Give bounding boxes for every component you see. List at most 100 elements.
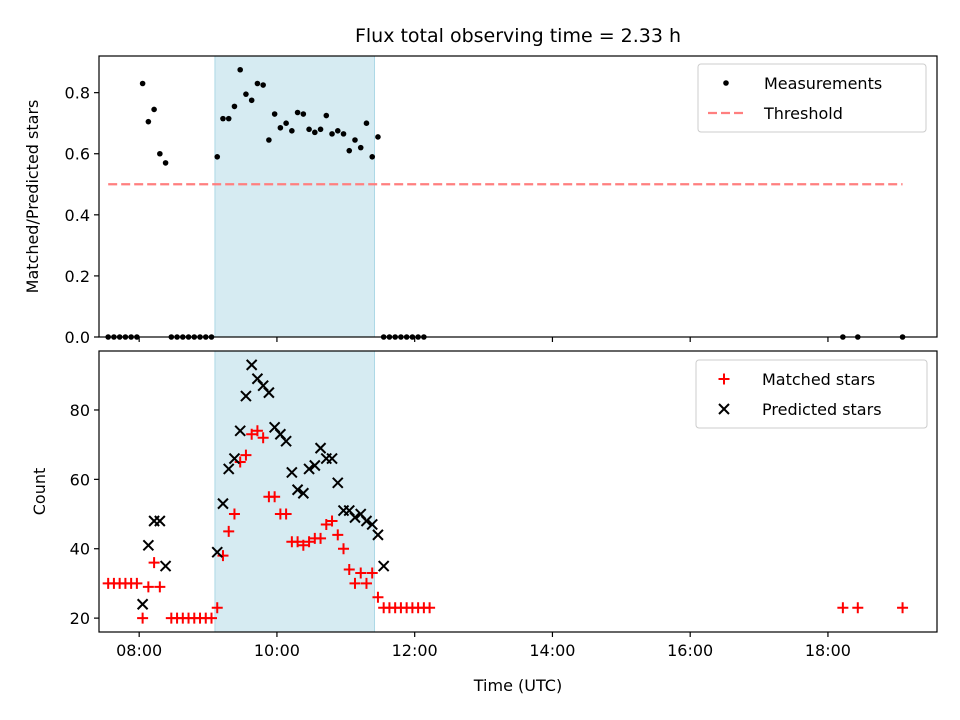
data-point (251, 425, 263, 437)
x-tick-label: 10:00 (254, 641, 300, 660)
y-tick-label: 80 (70, 401, 90, 420)
data-point (315, 532, 327, 544)
bottom-panel: 20 40 60 80 08:00 10:00 12:00 14:00 16:00 18:00 Co… (30, 350, 938, 660)
legend: Matched stars Predicted stars (695, 359, 928, 429)
data-point (424, 602, 436, 614)
data-point (306, 126, 312, 133)
data-point (142, 539, 155, 551)
top-panel: 0.0 0.2 0.4 0.6 0.8 Matched/Predicted stars Me… (23, 55, 938, 347)
data-point (334, 128, 341, 134)
data-point (231, 103, 238, 110)
data-point (214, 153, 221, 160)
data-point (211, 602, 223, 614)
data-point (332, 529, 344, 541)
series-matched-stars (102, 425, 909, 624)
data-point (340, 131, 347, 137)
data-point (317, 126, 324, 133)
data-point (369, 153, 376, 160)
data-point (283, 120, 289, 126)
x-axis-label: Time (UTC) (473, 676, 562, 695)
data-point (852, 602, 864, 614)
data-point (300, 111, 307, 117)
data-point (159, 560, 172, 572)
x-tick-label: 16:00 (667, 641, 713, 660)
data-point (139, 80, 146, 87)
data-point (320, 518, 332, 530)
data-point (312, 129, 318, 136)
data-point (137, 612, 149, 624)
data-point (360, 515, 373, 527)
data-point (294, 109, 301, 116)
data-point (289, 128, 295, 134)
y-tick-label: 0.0 (65, 328, 90, 347)
data-point (246, 428, 258, 440)
series-predicted-stars (136, 359, 390, 610)
data-point (366, 567, 378, 579)
y-tick-label: 0.6 (65, 145, 90, 164)
data-point (237, 66, 243, 73)
data-point (280, 508, 292, 520)
legend: Measurements Threshold (697, 63, 927, 133)
chart-title: Flux total observing time = 2.33 h (355, 25, 681, 47)
data-point (211, 546, 223, 558)
data-point (372, 529, 384, 541)
y-tick-label: 60 (70, 470, 90, 489)
data-point (240, 449, 252, 461)
data-point (332, 477, 344, 489)
data-point (286, 466, 298, 479)
y-axis-label: Matched/Predicted stars (23, 100, 42, 294)
data-point (326, 515, 338, 527)
legend-box (695, 359, 928, 429)
data-point (309, 459, 321, 472)
data-point (228, 452, 241, 465)
legend-label: Matched stars (762, 370, 875, 389)
data-point (269, 491, 281, 503)
legend-label: Measurements (764, 74, 882, 93)
legend-box (697, 63, 927, 133)
series-measurements (105, 66, 906, 340)
data-point (151, 106, 157, 113)
y-tick-label: 40 (70, 540, 90, 559)
data-point (291, 484, 304, 496)
data-point (223, 463, 235, 475)
data-point (254, 80, 261, 87)
data-point (154, 581, 166, 593)
data-point (363, 120, 370, 126)
data-point (277, 124, 284, 131)
data-point (142, 581, 154, 593)
data-point (217, 497, 229, 510)
data-point (343, 564, 355, 576)
data-point (357, 144, 364, 151)
data-point (234, 425, 246, 437)
data-point (297, 539, 309, 551)
highlight-span (214, 55, 376, 338)
data-point (223, 525, 235, 537)
data-point (897, 602, 909, 614)
data-point (162, 160, 169, 166)
data-point (303, 536, 315, 548)
legend-label: Threshold (763, 104, 843, 123)
data-point (280, 435, 292, 447)
legend-marker (718, 373, 730, 385)
data-point (136, 598, 149, 610)
plot-frame (98, 350, 938, 633)
data-point (260, 82, 266, 88)
y-tick-label: 0.2 (65, 267, 90, 286)
data-point (240, 390, 252, 402)
plot-frame (98, 55, 938, 338)
data-point (326, 452, 338, 465)
x-tick-label: 12:00 (392, 641, 438, 660)
data-point (297, 487, 310, 499)
data-point (375, 134, 381, 140)
data-point (205, 612, 217, 624)
data-point (314, 442, 327, 454)
data-point (329, 131, 335, 137)
data-point (837, 602, 849, 614)
y-tick-label: 20 (70, 609, 90, 628)
data-point (352, 137, 358, 143)
data-point (271, 111, 278, 117)
data-point (323, 112, 330, 119)
data-point (243, 91, 249, 97)
x-tick-label: 14:00 (529, 641, 575, 660)
